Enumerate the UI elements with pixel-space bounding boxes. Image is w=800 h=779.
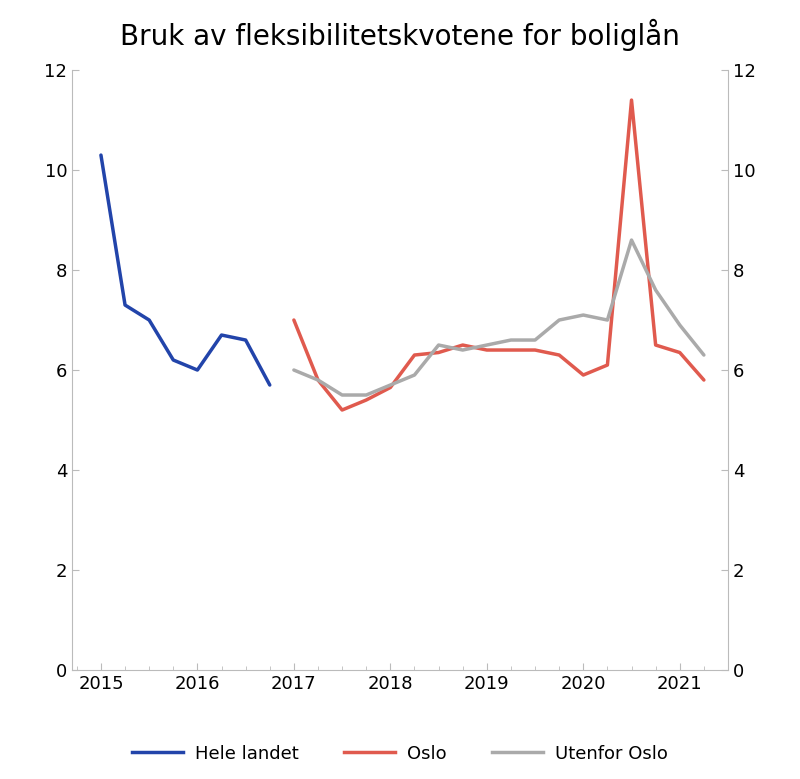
Oslo (386, 382, 395, 392)
Utenfor Oslo (386, 380, 395, 390)
Oslo (675, 348, 685, 358)
Utenfor Oslo (506, 336, 516, 345)
Line: Oslo: Oslo (294, 100, 704, 410)
Oslo (458, 340, 467, 350)
Oslo (506, 345, 516, 354)
Hele landet (120, 301, 130, 310)
Oslo (554, 351, 564, 360)
Utenfor Oslo (482, 340, 492, 350)
Utenfor Oslo (434, 340, 443, 350)
Utenfor Oslo (578, 310, 588, 319)
Oslo (651, 340, 661, 350)
Utenfor Oslo (675, 320, 685, 330)
Legend: Hele landet, Oslo, Utenfor Oslo: Hele landet, Oslo, Utenfor Oslo (125, 738, 675, 770)
Oslo (699, 375, 709, 385)
Line: Utenfor Oslo: Utenfor Oslo (294, 240, 704, 395)
Oslo (410, 351, 419, 360)
Oslo (289, 315, 298, 325)
Oslo (338, 405, 347, 414)
Utenfor Oslo (626, 235, 636, 245)
Oslo (602, 361, 612, 370)
Hele landet (241, 336, 250, 345)
Oslo (626, 96, 636, 105)
Hele landet (169, 355, 178, 365)
Hele landet (217, 330, 226, 340)
Oslo (434, 348, 443, 358)
Utenfor Oslo (289, 365, 298, 375)
Utenfor Oslo (410, 370, 419, 379)
Utenfor Oslo (362, 390, 371, 400)
Utenfor Oslo (651, 285, 661, 294)
Hele landet (144, 315, 154, 325)
Oslo (530, 345, 540, 354)
Hele landet (265, 380, 274, 390)
Utenfor Oslo (458, 345, 467, 354)
Utenfor Oslo (314, 375, 323, 385)
Oslo (314, 375, 323, 385)
Utenfor Oslo (554, 315, 564, 325)
Utenfor Oslo (530, 336, 540, 345)
Hele landet (96, 150, 106, 160)
Oslo (578, 370, 588, 379)
Utenfor Oslo (699, 351, 709, 360)
Line: Hele landet: Hele landet (101, 155, 270, 385)
Utenfor Oslo (602, 315, 612, 325)
Oslo (362, 396, 371, 405)
Title: Bruk av fleksibilitetskvotene for boliglån: Bruk av fleksibilitetskvotene for boligl… (120, 19, 680, 51)
Oslo (482, 345, 492, 354)
Hele landet (193, 365, 202, 375)
Utenfor Oslo (338, 390, 347, 400)
